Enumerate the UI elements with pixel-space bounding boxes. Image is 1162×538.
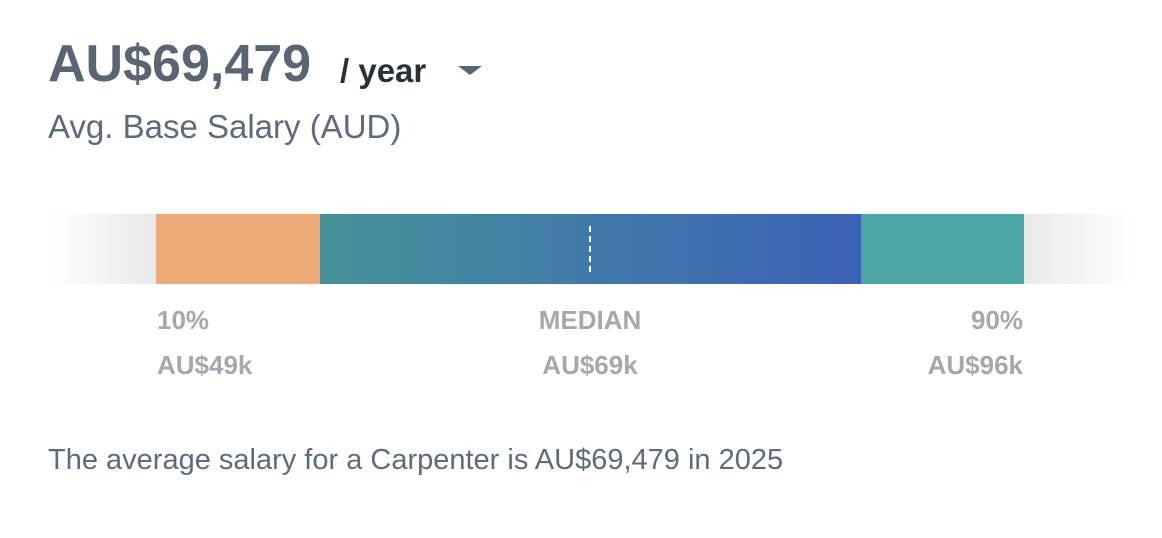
dropdown-caret[interactable] — [458, 66, 482, 75]
percentile-value: AU$96k — [927, 350, 1023, 380]
median-marker — [589, 226, 591, 272]
range-fade-left — [48, 214, 156, 284]
subtitle: Avg. Base Salary (AUD) — [48, 108, 402, 145]
range-fade-right — [1024, 214, 1132, 284]
percentile-value: AU$49k — [157, 350, 253, 380]
percentile-label: 10% — [157, 305, 210, 335]
percentile-value: AU$69k — [542, 350, 638, 380]
low-segment — [156, 214, 320, 284]
salary-amount: AU$69,479 — [48, 35, 312, 93]
high-segment — [861, 214, 1024, 284]
pay-period[interactable]: / year — [340, 52, 427, 89]
percentile-label: 90% — [970, 305, 1023, 335]
summary-text: The average salary for a Carpenter is AU… — [48, 444, 784, 476]
percentile-label: MEDIAN — [538, 305, 642, 335]
